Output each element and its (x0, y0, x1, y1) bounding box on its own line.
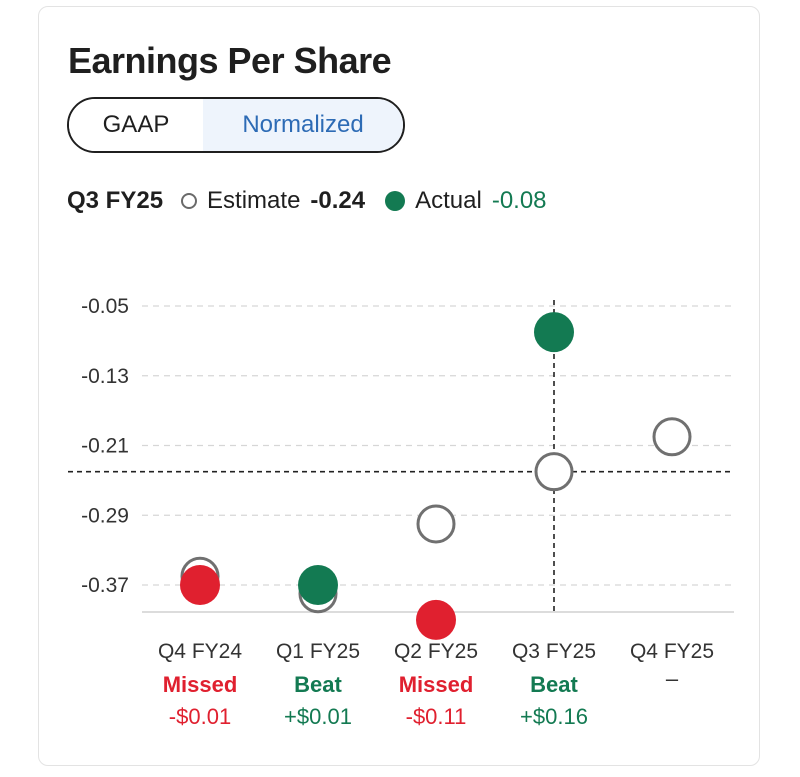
surprise-label: -$0.01 (169, 704, 231, 729)
result-label: Beat (294, 672, 342, 697)
actual-point (416, 599, 456, 640)
estimate-point (416, 504, 456, 544)
x-category-label: Q1 FY25 (276, 640, 360, 663)
y-tick-label: -0.21 (81, 435, 129, 458)
result-label: Missed (163, 672, 238, 697)
actual-point (534, 312, 574, 353)
x-category-label: Q3 FY25 (512, 640, 596, 663)
surprise-label: -$0.11 (406, 704, 467, 729)
x-category-label: Q4 FY24 (158, 640, 242, 663)
legend-period: Q3 FY25 (67, 187, 164, 214)
estimate-point (534, 452, 574, 492)
y-tick-label: -0.13 (81, 365, 129, 388)
normalized-option[interactable]: Normalized (203, 99, 403, 151)
estimate-point (652, 417, 692, 457)
surprise-label: +$0.16 (520, 704, 588, 729)
page-title: Earnings Per Share (68, 40, 392, 81)
x-category-label: Q2 FY25 (394, 640, 478, 663)
legend-estimate-label: Estimate (207, 187, 301, 214)
actual-point (180, 565, 220, 605)
legend-actual-label: Actual (415, 187, 482, 214)
y-tick-label: -0.05 (81, 295, 129, 318)
legend-actual-value: -0.08 (491, 187, 547, 214)
y-tick-label: -0.29 (81, 504, 129, 527)
result-label: Missed (399, 672, 474, 697)
x-category-label: Q4 FY25 (630, 640, 714, 663)
eps-type-toggle: GAAP Normalized (67, 97, 405, 153)
gaap-option[interactable]: GAAP (69, 99, 203, 151)
actual-dot-icon (385, 191, 406, 211)
actual-point (298, 565, 338, 605)
result-label: Beat (530, 672, 578, 697)
surprise-label: +$0.01 (284, 704, 352, 729)
legend-estimate-value: -0.24 (310, 187, 366, 214)
surprise-label: – (666, 666, 679, 691)
chart-legend: Q3 FY25 Estimate -0.24 Actual -0.08 (67, 185, 547, 217)
y-tick-label: -0.37 (81, 574, 129, 597)
estimate-ring-icon (181, 193, 198, 209)
